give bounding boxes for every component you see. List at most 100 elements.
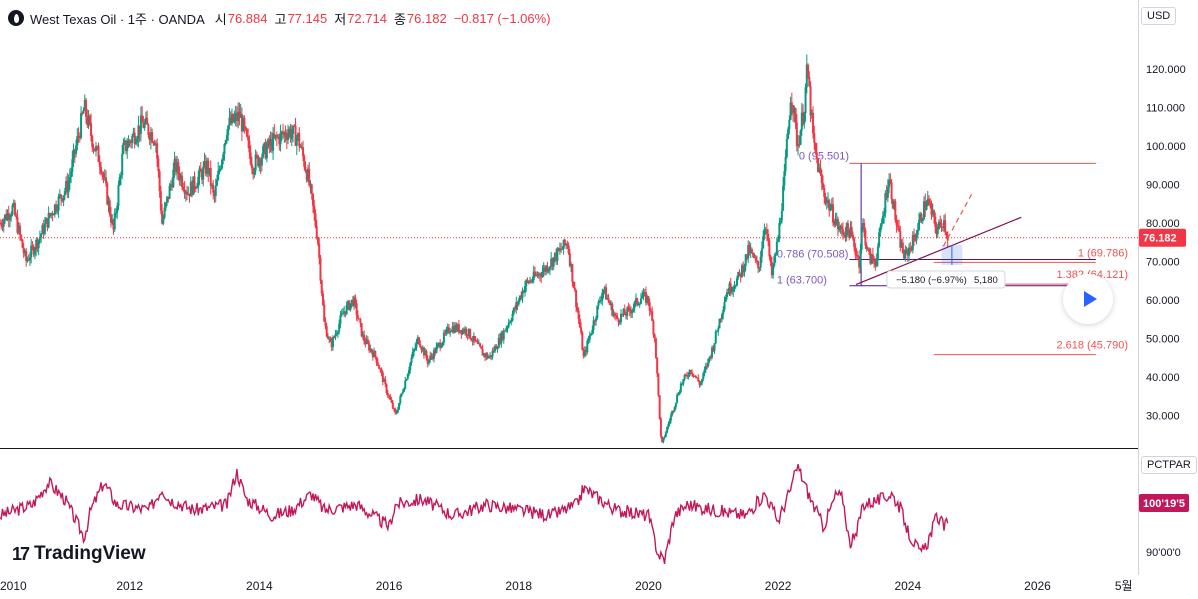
candle-body	[934, 216, 937, 227]
candle-body	[452, 326, 455, 333]
candle-body	[800, 112, 803, 131]
candle-body	[790, 102, 793, 106]
candle-body	[62, 195, 65, 202]
candle-body	[812, 112, 815, 134]
candle-body	[628, 307, 631, 312]
y-tick-label: 120.000	[1146, 64, 1186, 76]
y-tick-label: 100.000	[1146, 141, 1186, 153]
candle-body	[238, 111, 241, 118]
candle-body	[561, 248, 564, 250]
candle-body	[732, 286, 735, 292]
candle-body	[507, 322, 510, 327]
candle-body	[274, 135, 277, 138]
candle-body	[565, 243, 568, 245]
candle-body	[28, 257, 31, 261]
candle-body	[163, 207, 166, 218]
y-tick-label: 50.000	[1146, 333, 1180, 345]
candle-body	[570, 264, 573, 266]
candle-body	[118, 177, 121, 186]
candle-body	[429, 355, 432, 361]
candle-body	[728, 283, 731, 294]
candle-body	[648, 302, 651, 311]
replay-button[interactable]	[1063, 274, 1113, 324]
candle-body	[919, 214, 922, 221]
indicator-scale-button[interactable]: PCTPAR	[1141, 456, 1197, 474]
candle-body	[389, 396, 392, 400]
x-tick-label: 2014	[246, 579, 273, 593]
candle-body	[385, 384, 388, 393]
candle-body	[369, 348, 372, 351]
candle-body	[368, 343, 371, 351]
candle-body	[521, 290, 524, 299]
candle-body	[183, 189, 186, 194]
candle-body	[260, 157, 263, 166]
candle-body	[476, 341, 479, 344]
candle-body	[643, 292, 646, 294]
low-label: 저	[334, 11, 347, 27]
symbol-title[interactable]: West Texas Oil · 1주 · OANDA	[30, 11, 205, 27]
time-axis[interactable]: 2010 2012 2014 2016 2018 2020 2022 2024 2026 5월	[0, 579, 1133, 593]
candle-body	[637, 304, 640, 306]
candle-body	[814, 142, 817, 153]
candle-body	[124, 140, 127, 152]
candle-body	[613, 313, 616, 316]
candle-body	[750, 249, 753, 253]
candle-body	[85, 99, 88, 117]
candle-body	[575, 290, 578, 307]
candle-body	[435, 346, 438, 354]
candle-body	[543, 267, 546, 272]
candle-body	[258, 159, 261, 167]
candle-body	[166, 196, 169, 203]
candle-body	[669, 415, 672, 421]
candle-body	[217, 170, 220, 180]
tradingview-icon: 17	[12, 543, 30, 564]
candle-body	[376, 362, 379, 366]
candle-body	[328, 338, 331, 340]
candle-body	[749, 249, 752, 253]
candle-body	[37, 239, 40, 249]
candle-body	[813, 133, 816, 143]
candle-body	[262, 146, 265, 158]
candle-body	[436, 344, 439, 347]
price-axis[interactable]: 30.000 40.000 50.000 60.000 70.000 80.000 90.0…	[1146, 64, 1186, 422]
trendline[interactable]	[855, 216, 1022, 286]
candle-body	[446, 327, 449, 330]
candle-body	[401, 391, 404, 394]
candle-body	[634, 298, 637, 302]
candle-body	[701, 379, 704, 384]
candle-body	[477, 343, 480, 345]
candle-body	[379, 368, 382, 370]
candle-body	[81, 113, 84, 115]
candle-body	[573, 287, 576, 291]
candle-body	[77, 135, 80, 137]
projection-line[interactable]	[942, 191, 974, 247]
candle-body	[97, 146, 100, 162]
candle-body	[68, 177, 71, 183]
candle-body	[154, 143, 157, 145]
pctpar-line	[0, 464, 949, 565]
currency-button[interactable]: USD	[1141, 7, 1177, 25]
candle-body	[197, 177, 200, 187]
candle-body	[73, 149, 76, 154]
candle-body	[161, 210, 164, 224]
candle-body	[522, 290, 525, 293]
candle-body	[223, 144, 226, 155]
y-tick-label: 40.000	[1146, 372, 1180, 384]
candle-body	[764, 229, 767, 231]
candle-body	[911, 234, 914, 251]
candle-body	[112, 219, 115, 230]
candle-body	[61, 198, 64, 202]
tradingview-logo[interactable]: 17 TradingView	[12, 543, 146, 565]
candle-body	[364, 341, 367, 344]
candle-body	[778, 222, 781, 240]
candle-body	[98, 161, 101, 167]
candle-body	[560, 248, 563, 250]
candle-body	[834, 220, 837, 225]
drawings[interactable]: −5.180 (−6.97%) 5,180	[0, 191, 1138, 289]
open-value: 76.884	[227, 10, 268, 26]
candle-body	[434, 349, 437, 354]
candle-body	[944, 220, 947, 232]
candle-body	[687, 375, 690, 377]
candle-body	[698, 381, 701, 385]
